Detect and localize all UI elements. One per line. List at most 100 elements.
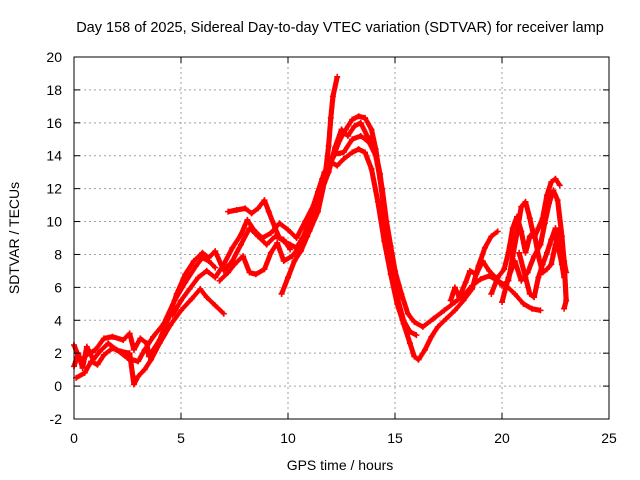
data-point — [156, 340, 163, 347]
data-point — [240, 253, 247, 260]
data-point — [513, 213, 520, 220]
data-point — [421, 346, 428, 353]
y-tick-label: 16 — [46, 115, 62, 131]
data-point — [267, 230, 274, 237]
data-point — [141, 366, 148, 373]
data-point — [278, 290, 285, 297]
data-point — [561, 305, 568, 312]
data-point — [205, 254, 212, 261]
data-point — [535, 225, 542, 232]
data-point — [261, 197, 268, 204]
data-point — [100, 335, 107, 342]
data-point — [554, 241, 561, 248]
data-point — [92, 346, 99, 353]
data-point — [250, 226, 257, 233]
data-point — [447, 297, 454, 304]
x-axis-label: GPS time / hours — [287, 457, 394, 473]
data-point — [100, 351, 107, 358]
data-point — [494, 274, 501, 281]
data-point — [237, 231, 244, 238]
data-point — [400, 317, 407, 324]
data-point — [522, 274, 529, 281]
data-point — [96, 348, 103, 355]
data-point — [212, 274, 219, 281]
data-point — [280, 258, 287, 265]
data-point — [246, 269, 253, 276]
data-point — [274, 239, 281, 246]
data-point — [285, 226, 291, 233]
data-point — [77, 358, 84, 365]
data-point — [518, 203, 525, 210]
data-point — [509, 225, 516, 232]
data-point — [552, 175, 559, 182]
data-point — [377, 170, 384, 177]
data-point — [276, 220, 283, 227]
data-point — [520, 300, 527, 307]
data-point — [169, 312, 176, 319]
data-series — [499, 187, 570, 312]
data-point — [216, 277, 223, 284]
data-point — [406, 340, 413, 347]
data-point — [501, 266, 508, 273]
series-trace — [73, 286, 226, 387]
data-point — [368, 126, 375, 133]
data-point — [135, 358, 142, 365]
data-point — [554, 197, 561, 204]
axis-ticks: 0 5 10 15 20 25 -2 0 2 4 6 8 10 12 14 16 18 20 — [46, 49, 617, 446]
data-point — [477, 276, 484, 283]
data-point — [561, 274, 568, 281]
data-point — [289, 253, 296, 260]
data-point — [486, 267, 493, 274]
series-trace — [169, 133, 543, 330]
data-point — [178, 297, 184, 304]
data-point — [456, 294, 463, 301]
data-point — [526, 233, 533, 240]
data-point — [509, 253, 516, 260]
data-point — [167, 322, 174, 329]
x-tick-label: 0 — [70, 430, 78, 446]
series-trace — [225, 146, 500, 363]
data-point — [203, 267, 210, 274]
data-point — [242, 205, 249, 212]
data-point — [543, 192, 550, 199]
data-point — [83, 351, 90, 358]
data-point — [563, 297, 570, 304]
data-point — [406, 328, 413, 335]
data-point — [552, 225, 559, 232]
data-point — [488, 290, 495, 297]
data-point — [460, 297, 467, 304]
data-point — [150, 333, 157, 340]
data-point — [244, 216, 251, 223]
data-point — [357, 132, 364, 139]
data-point — [558, 261, 565, 268]
data-point — [543, 249, 550, 256]
data-point — [118, 348, 125, 355]
data-point — [287, 241, 294, 248]
data-point — [415, 356, 422, 363]
data-point — [473, 271, 480, 278]
data-series — [516, 225, 568, 301]
y-axis-label: SDTVAR / TECUs — [6, 182, 22, 294]
data-point — [327, 114, 334, 121]
data-point — [263, 241, 270, 248]
data-point — [325, 169, 332, 176]
data-point — [546, 200, 553, 207]
data-point — [543, 266, 550, 273]
data-point — [362, 149, 369, 156]
data-point — [173, 290, 180, 297]
data-point — [488, 233, 495, 240]
data-point — [368, 165, 375, 172]
data-point — [389, 262, 396, 269]
data-point — [130, 381, 137, 388]
data-point — [434, 323, 441, 330]
x-tick-label: 25 — [601, 430, 617, 446]
series-trace — [71, 225, 293, 364]
data-point — [280, 238, 287, 245]
data-point — [334, 162, 341, 169]
data-point — [297, 248, 304, 255]
data-point — [396, 295, 403, 302]
data-point — [325, 142, 332, 149]
data-point — [137, 335, 144, 342]
data-point — [195, 274, 202, 281]
